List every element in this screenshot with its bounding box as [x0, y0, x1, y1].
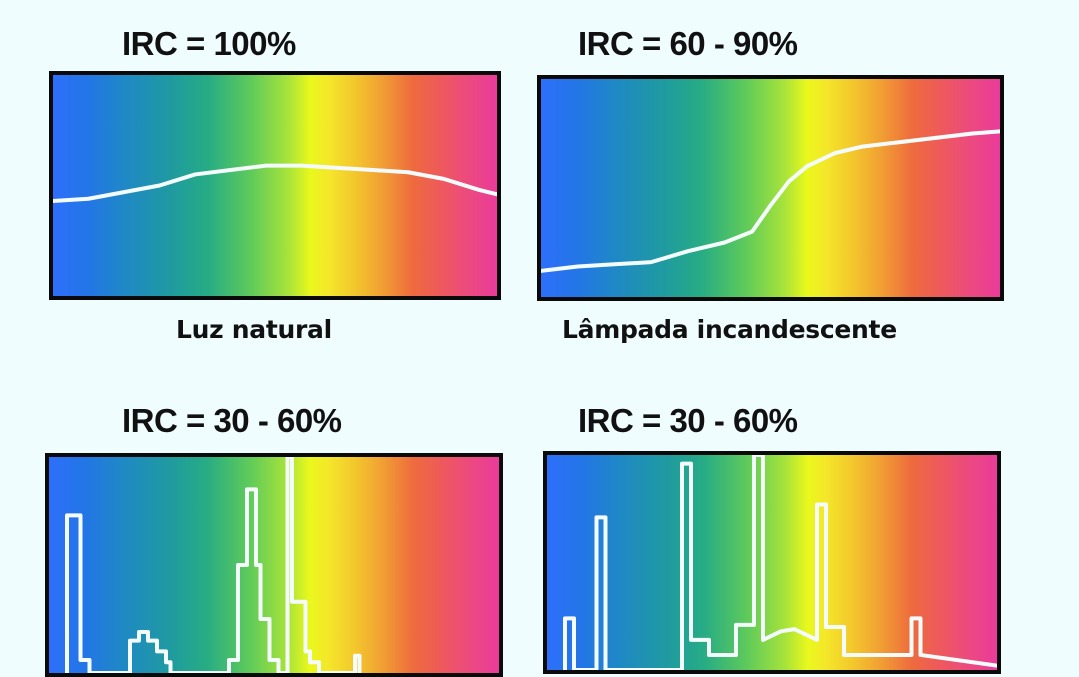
spectrum-chart-discharge-lamp-b [543, 451, 1001, 674]
caption-natural-light: Luz natural [176, 315, 332, 344]
spectrum-plot [541, 79, 1000, 297]
spectrum-chart-discharge-lamp-a [45, 453, 503, 677]
spectral-curve-series-0 [565, 455, 997, 670]
caption-incandescent-lamp: Lâmpada incandescente [562, 315, 897, 344]
panel-title-irc-100: IRC = 100% [122, 25, 296, 62]
panel-title-irc-60-90: IRC = 60 - 90% [578, 25, 798, 62]
spectrum-plot [49, 457, 499, 673]
spectrum-plot [53, 75, 497, 296]
spectral-curve-series-0 [53, 166, 497, 201]
spectral-curve-series-0 [67, 457, 360, 673]
spectrum-chart-incandescent-lamp [537, 75, 1004, 301]
panel-title-irc-30-60-left: IRC = 30 - 60% [122, 402, 342, 439]
spectral-curve-series-0 [541, 131, 1000, 271]
spectrum-plot [547, 455, 997, 670]
spectrum-chart-natural-light [49, 71, 501, 300]
panel-title-irc-30-60-right: IRC = 30 - 60% [578, 402, 798, 439]
